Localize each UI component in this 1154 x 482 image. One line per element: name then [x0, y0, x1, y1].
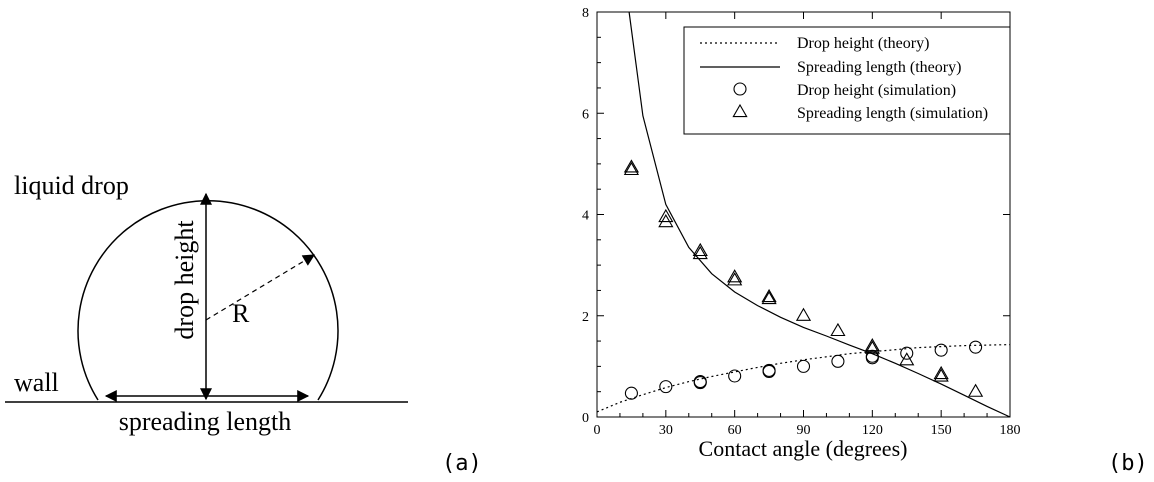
x-tick-label: 120 [862, 423, 883, 438]
drop-height-sim-point [969, 340, 983, 354]
wall-label: wall [14, 368, 59, 397]
legend-label: Spreading length (simulation) [797, 105, 988, 122]
drop-height-sim-point [762, 364, 776, 378]
simulation-markers [623, 159, 984, 400]
y-tick-label: 8 [582, 6, 589, 21]
spreading-length-sim-point [761, 290, 777, 305]
spreading-length-sim-point [727, 269, 743, 283]
x-axis-label: Contact angle (degrees) [699, 436, 908, 461]
drop-outline [77, 200, 339, 401]
drop-height-sim-point [693, 376, 707, 390]
drop-height-sim-point [762, 363, 776, 377]
drop-height-sim-point [796, 359, 811, 373]
y-tick-label: 6 [582, 107, 589, 122]
spreading-length-sim-point [967, 383, 984, 397]
spreading-length-sim-point [830, 322, 846, 337]
radius-label: R [232, 299, 250, 328]
theory-curves [596, 11, 1011, 418]
axis-ticks: 0 30 60 90 120 150 180 0 2 4 6 8 [582, 6, 1021, 438]
spreading-length-sim-point [623, 159, 640, 173]
legend-label: Spreading length (theory) [797, 59, 961, 76]
legend-circle-swatch [733, 82, 747, 96]
panel-tag-b: (b) [1108, 451, 1148, 476]
legend: Drop height (theory) Spreading length (th… [683, 26, 1011, 135]
legend-triangle-swatch [732, 103, 748, 118]
spreading-length-sim-point [864, 340, 880, 354]
spreading-length-sim-point [658, 208, 674, 223]
x-tick-label: 180 [1000, 423, 1021, 438]
drop-height-sim-point [934, 343, 948, 357]
spreading-length-label: spreading length [119, 407, 292, 436]
contact-angle-chart: 0 30 60 90 120 150 180 0 2 4 6 8 Contact angle (deg… [582, 6, 1021, 461]
spreading-length-sim-point [864, 338, 880, 352]
drop-height-sim-point [659, 380, 673, 394]
spreading-length-sim-point [933, 368, 949, 382]
x-tick-label: 90 [797, 423, 811, 438]
legend-label: Drop height (simulation) [797, 82, 956, 99]
drop-height-sim-point [728, 369, 742, 383]
spreading-length-theory-line [628, 11, 1011, 418]
drop-height-sim-point [900, 346, 914, 360]
y-tick-label: 2 [582, 310, 589, 325]
spreading-length-sim-point [933, 365, 949, 380]
spreading-length-sim-point [692, 242, 708, 257]
x-tick-label: 150 [931, 423, 952, 438]
spreading-length-sim-point [658, 213, 674, 228]
drop-height-sim-point [831, 354, 845, 368]
legend-label: Drop height (theory) [797, 35, 929, 52]
spreading-length-sim-point [727, 272, 743, 286]
y-tick-label: 0 [582, 411, 589, 426]
drop-height-sim-point [693, 375, 707, 389]
panel-tag-a: (a) [442, 451, 482, 476]
drop-height-sim-point [624, 386, 638, 400]
spreading-length-sim-point [692, 245, 708, 260]
spreading-length-sim-point [899, 352, 915, 366]
x-tick-label: 60 [728, 423, 742, 438]
spreading-length-sim-point [795, 307, 812, 321]
x-tick-label: 0 [594, 423, 601, 438]
liquid-drop-label: liquid drop [14, 171, 129, 200]
drop-height-theory-line [596, 344, 1011, 413]
drop-diagram: liquid drop drop height R wall spreading… [5, 171, 482, 476]
radius-arrow [205, 254, 316, 321]
drop-height-label: drop height [170, 220, 199, 340]
y-tick-label: 4 [582, 209, 589, 224]
spreading-length-sim-point [623, 161, 640, 176]
x-tick-label: 30 [659, 423, 673, 438]
spreading-length-sim-point [761, 288, 777, 303]
